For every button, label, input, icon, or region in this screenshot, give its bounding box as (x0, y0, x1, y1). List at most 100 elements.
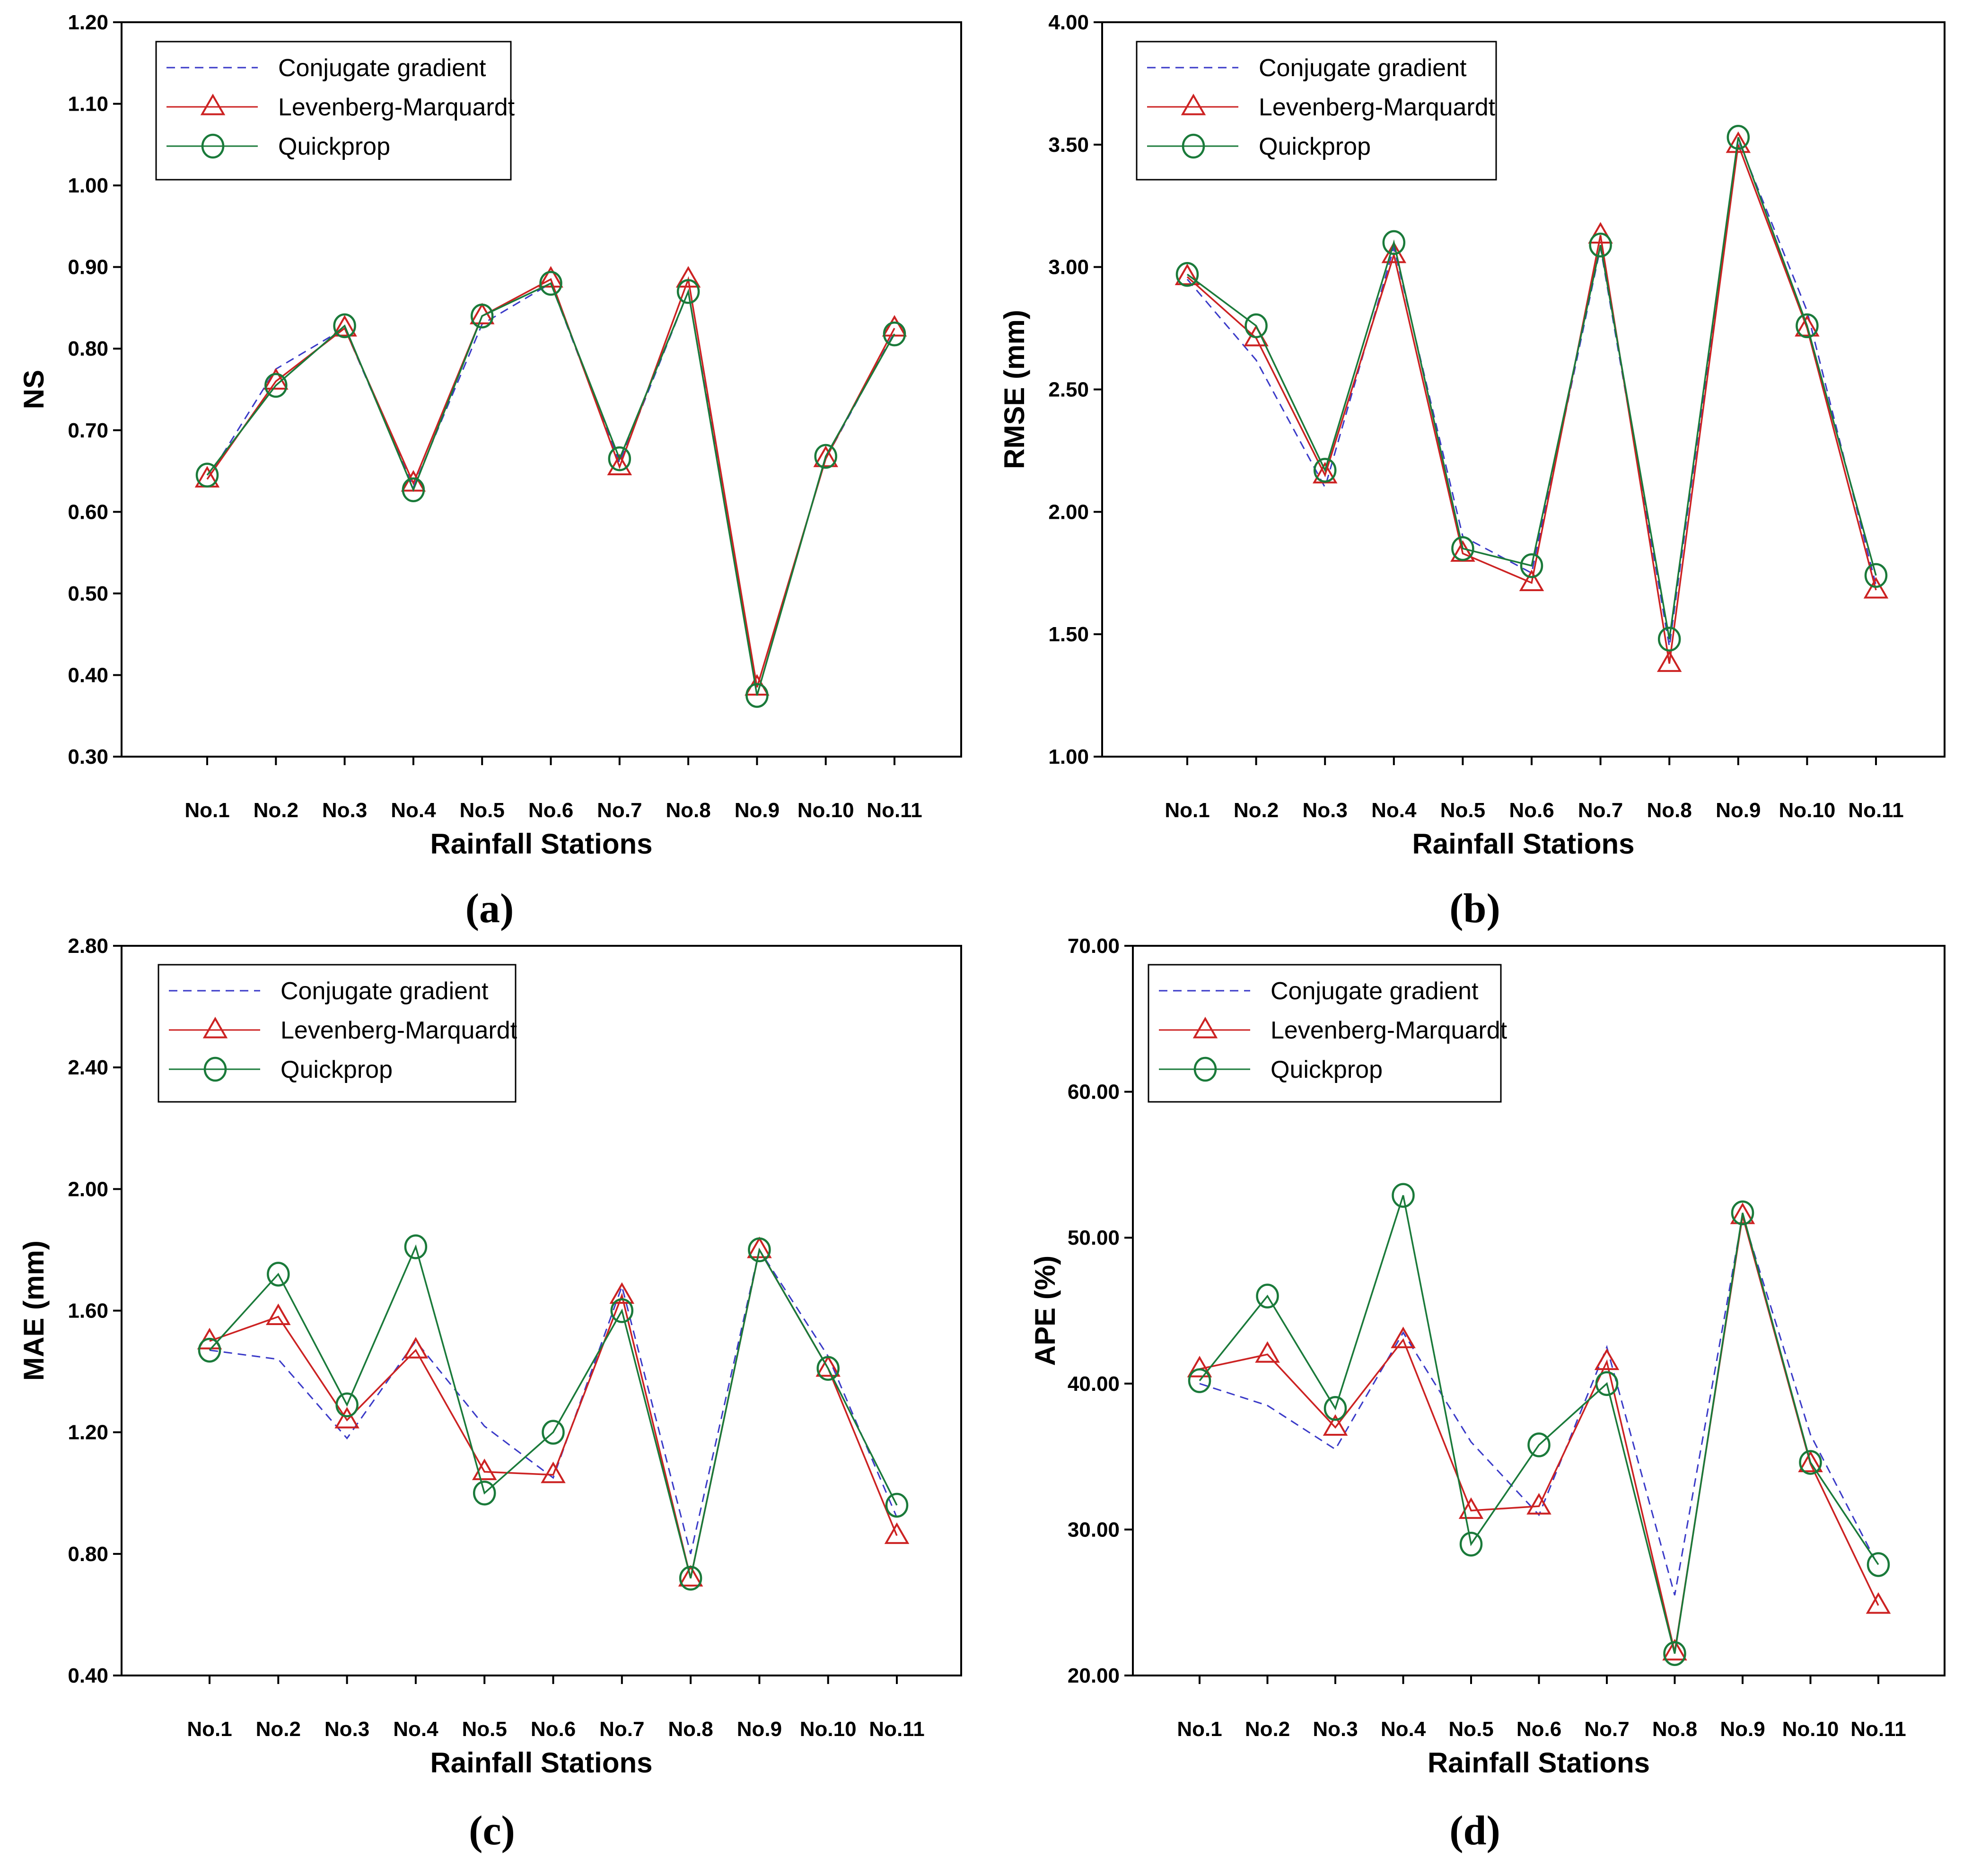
data-point (1188, 1368, 1211, 1393)
data-point (607, 454, 632, 476)
series-quickprop (1175, 125, 1888, 652)
legend: Conjugate gradient Levenberg-Marquardt Qui… (1136, 41, 1497, 181)
legend: Conjugate gradient Levenberg-Marquardt Qui… (158, 964, 517, 1103)
y-tick-label: 1.00 (68, 174, 108, 197)
y-tick-label: 0.50 (68, 582, 108, 605)
data-point (264, 373, 288, 398)
x-tick-label: No.10 (1779, 799, 1835, 822)
data-point (197, 1327, 222, 1350)
x-tick-label: No.2 (254, 799, 298, 822)
y-tick-label: 30.00 (1068, 1518, 1120, 1541)
x-tick-label: No.7 (1578, 799, 1623, 822)
x-tick-label: No.3 (322, 799, 367, 822)
legend-marker-quickprop (1182, 133, 1205, 159)
data-point (333, 313, 356, 339)
y-tick-label: 2.00 (68, 1178, 108, 1201)
data-point (335, 1392, 359, 1418)
y-tick-label: 3.00 (1048, 256, 1089, 279)
x-tick-label: No.3 (324, 1718, 369, 1741)
panel-caption: (b) (1449, 886, 1500, 932)
x-tick-label: No.10 (798, 799, 854, 822)
x-tick-label: No.3 (1303, 799, 1348, 822)
data-point (1323, 1414, 1348, 1436)
legend-label-levenberg-marquardt: Levenberg-Marquardt (278, 94, 515, 121)
series-levenberg-marquardt (1187, 1202, 1891, 1661)
y-tick-label: 0.70 (68, 419, 108, 442)
plot-frame (121, 21, 962, 758)
data-point (1520, 553, 1543, 578)
x-tick-label: No.1 (184, 799, 229, 822)
panel-caption: (d) (1449, 1808, 1500, 1854)
y-tick-label: 2.00 (1048, 500, 1089, 524)
legend-label-quickprop: Quickprop (280, 1056, 393, 1083)
legend-box (1148, 964, 1502, 1103)
data-point (1588, 222, 1613, 244)
legend-marker-levenberg-marquardt (200, 93, 226, 115)
y-tick-label: 2.40 (68, 1056, 108, 1079)
data-point (1245, 313, 1268, 339)
legend: Conjugate gradient Levenberg-Marquardt Qui… (155, 41, 515, 181)
series-levenberg-marquardt (194, 266, 907, 696)
y-tick-label: 0.80 (68, 337, 108, 360)
y-tick-label: 1.20 (68, 11, 108, 34)
data-point (1594, 1348, 1620, 1370)
data-point (1727, 125, 1750, 150)
data-point (1589, 232, 1612, 258)
legend-label-quickprop: Quickprop (1271, 1056, 1383, 1083)
legend-label-levenberg-marquardt: Levenberg-Marquardt (1271, 1017, 1507, 1044)
x-tick-label: No.1 (1177, 1718, 1222, 1741)
x-tick-label: No.6 (528, 799, 573, 822)
series-line (1186, 144, 1877, 664)
y-tick-label: 0.40 (68, 1664, 108, 1687)
x-tick-label: No.1 (187, 1718, 232, 1741)
data-point (538, 266, 563, 288)
data-point (678, 1565, 703, 1587)
y-axis-title: APE (%) (1029, 1256, 1061, 1366)
data-point (1175, 262, 1199, 287)
data-point (198, 1337, 221, 1363)
x-axis-title: Rainfall Stations (430, 1747, 652, 1779)
data-point (403, 1337, 429, 1359)
x-tick-label: No.4 (1381, 1718, 1426, 1741)
chart-panel-a: 0.30 0.40 0.50 0.60 0.70 0.80 0.90 1.00 1.10 1.20… (18, 11, 962, 932)
data-point (1256, 1283, 1279, 1309)
series-quickprop (198, 1234, 909, 1591)
y-tick-label: 20.00 (1068, 1664, 1120, 1687)
series-line (209, 1248, 898, 1554)
y-tick-label: 0.40 (68, 663, 108, 687)
data-point (1864, 563, 1888, 588)
chart-panel-b: 1.00 1.50 2.00 2.50 3.00 3.50 4.00 No.1 No.2 No.3… (999, 11, 1946, 932)
legend-label-conjugate-gradient: Conjugate gradient (280, 977, 489, 1005)
data-point (470, 303, 494, 329)
x-tick-label: No.8 (1647, 799, 1692, 822)
legend-marker-levenberg-marquardt (1192, 1016, 1218, 1038)
data-point (266, 1303, 291, 1325)
x-tick-label: No.11 (1850, 1718, 1906, 1741)
data-point (1657, 627, 1681, 652)
y-tick-label: 3.50 (1048, 133, 1089, 157)
data-point (267, 1262, 290, 1287)
x-tick-label: No.2 (256, 1718, 301, 1741)
series-conjugate-gradient (206, 282, 895, 688)
data-point (263, 368, 289, 390)
x-tick-label: No.4 (391, 799, 436, 822)
data-point (745, 683, 769, 708)
series-line (1186, 137, 1877, 639)
chart-panel-d: 20.00 30.00 40.00 50.00 60.00 70.00 No.1 No.2 No… (1029, 934, 1946, 1854)
data-point (748, 1237, 771, 1263)
legend-label-quickprop: Quickprop (278, 133, 390, 160)
y-tick-label: 70.00 (1068, 934, 1120, 958)
panel-caption: (a) (465, 886, 514, 932)
data-point (675, 266, 701, 288)
x-axis-title: Rainfall Stations (1428, 1747, 1650, 1779)
legend-marker-levenberg-marquardt (202, 1016, 228, 1038)
data-point (813, 445, 838, 467)
series-line (206, 276, 895, 688)
data-point (332, 315, 357, 337)
y-tick-label: 0.80 (68, 1543, 108, 1566)
data-point (1731, 1200, 1754, 1225)
data-point (473, 1481, 496, 1506)
x-tick-label: No.10 (800, 1718, 857, 1741)
x-tick-label: No.5 (460, 799, 505, 822)
